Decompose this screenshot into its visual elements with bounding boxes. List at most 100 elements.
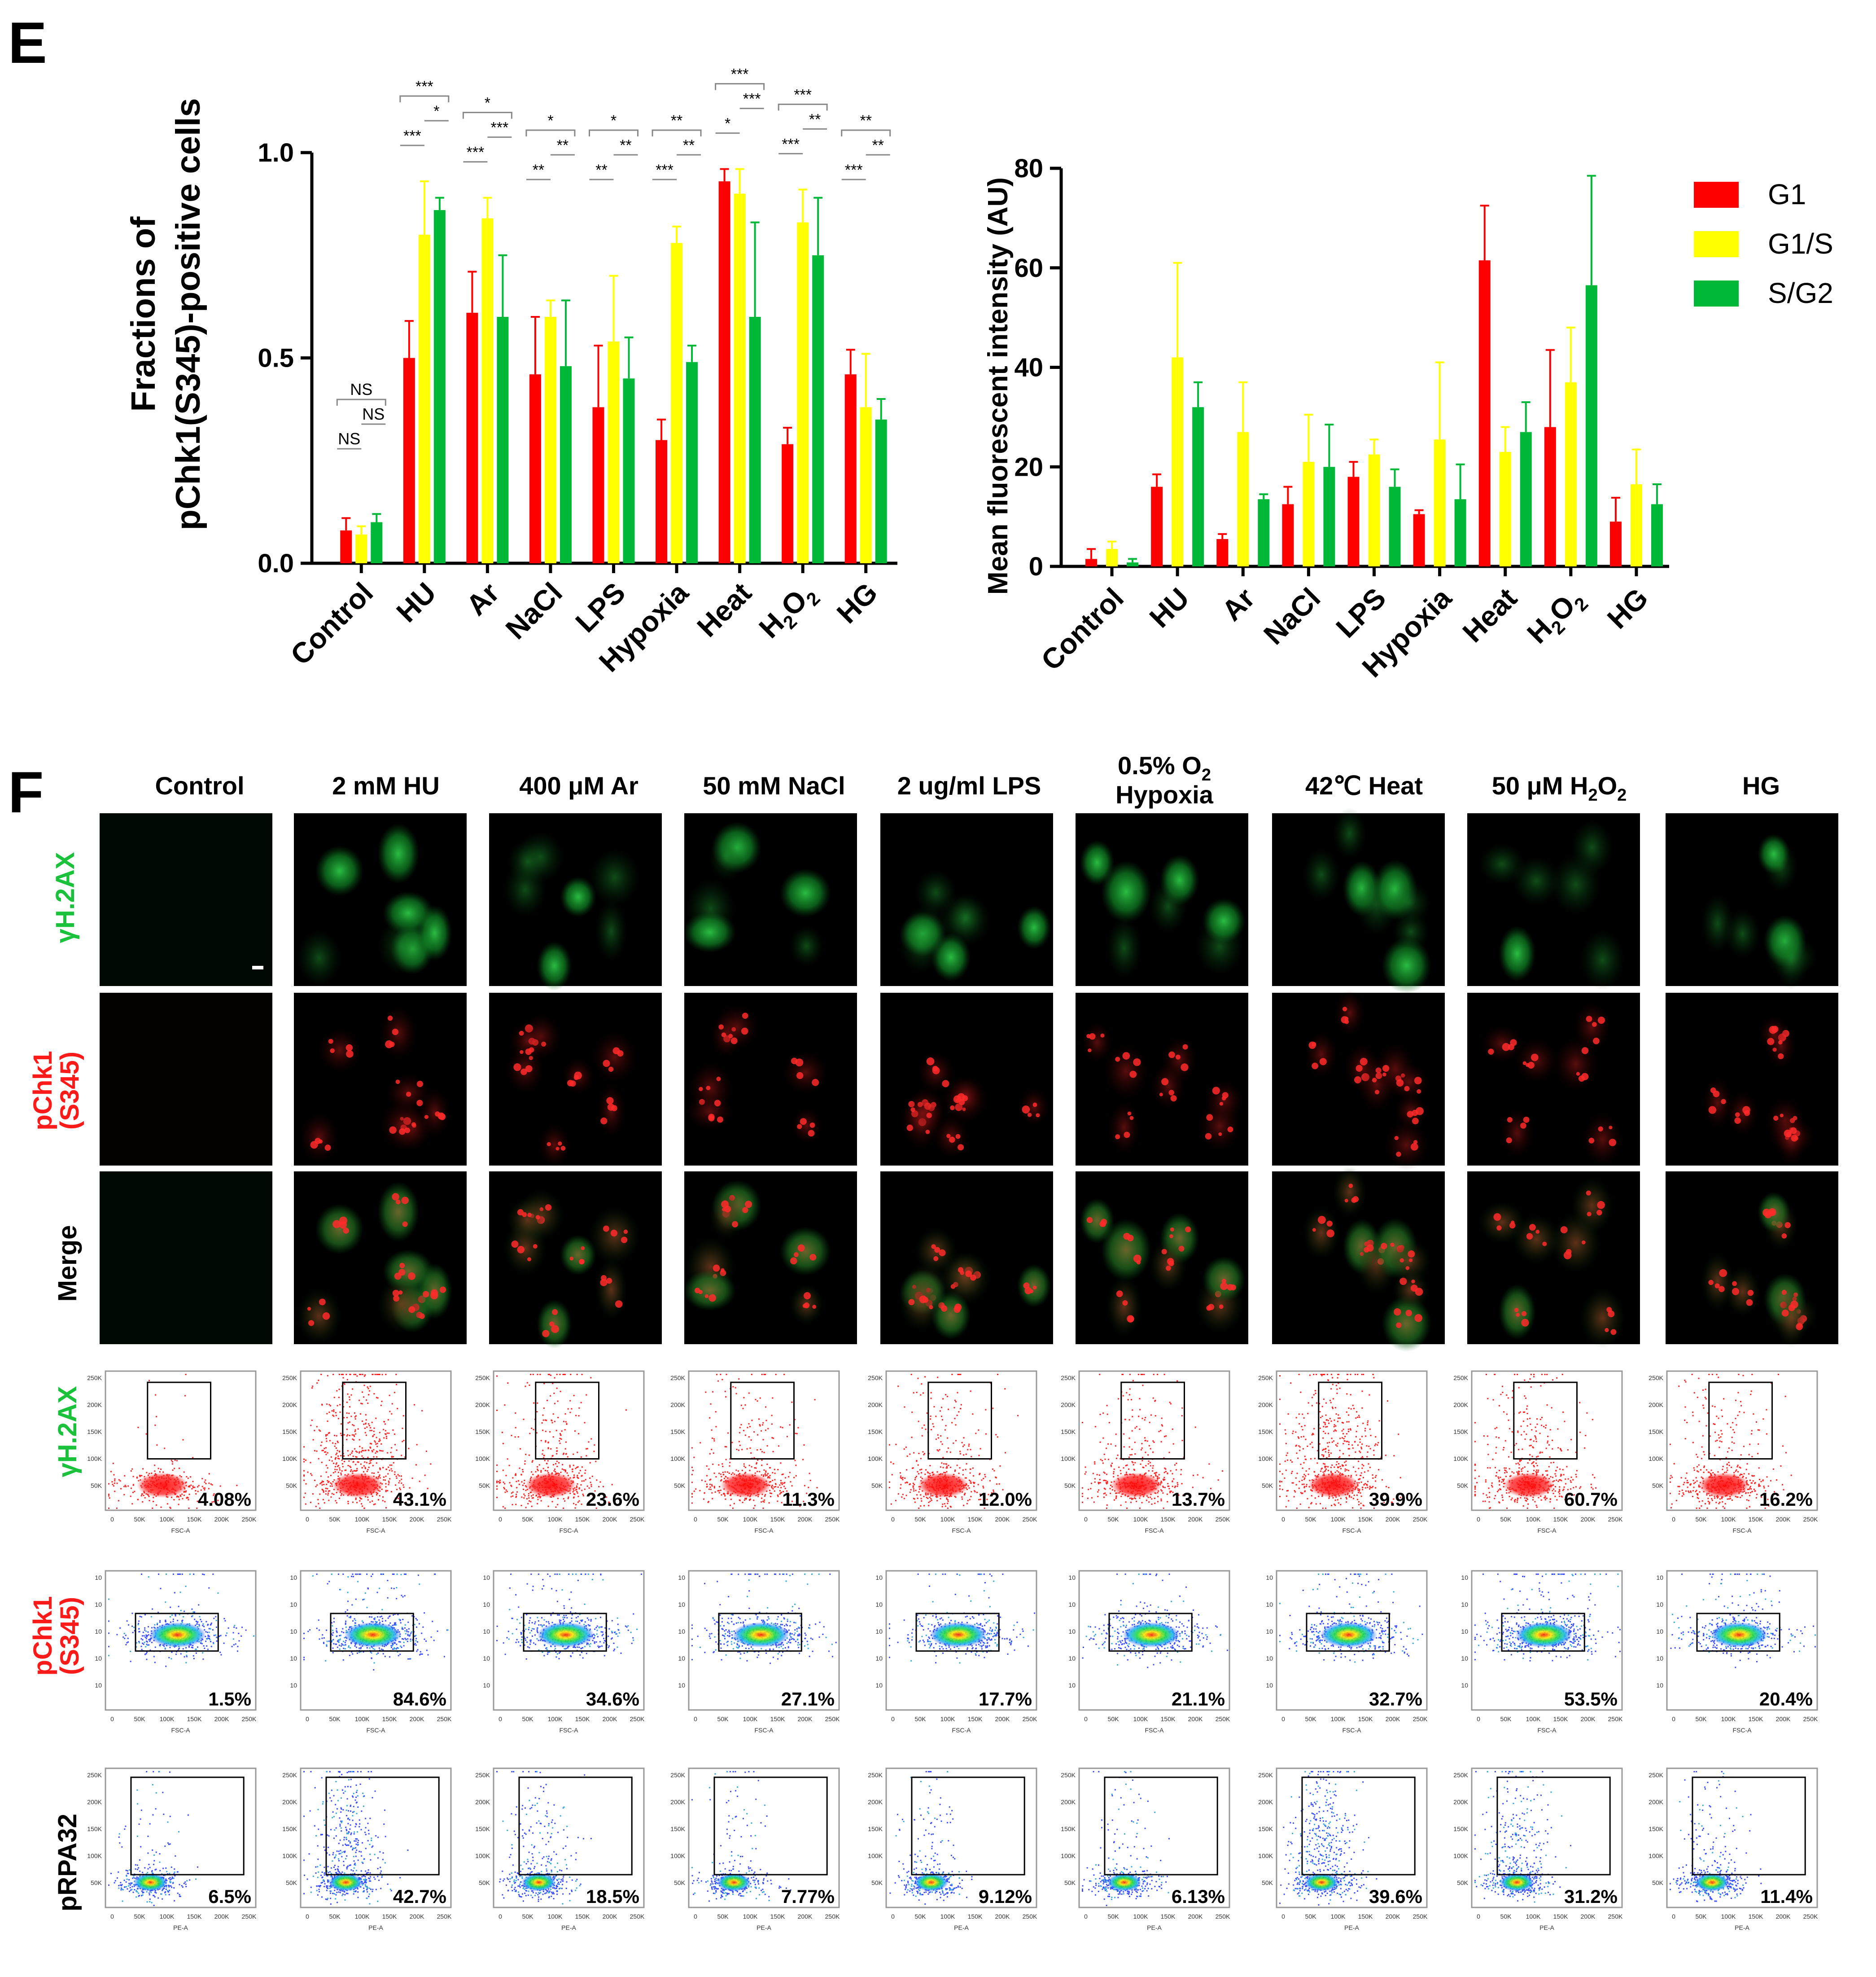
flow-event — [1176, 1486, 1178, 1487]
flow-event — [496, 1410, 498, 1411]
flow-event — [561, 1430, 563, 1432]
flow-event — [1113, 1473, 1114, 1474]
flow-xlabel: FSC-A — [1342, 1527, 1362, 1534]
flow-event — [395, 1374, 397, 1375]
flow-xtick: 0 — [499, 1516, 502, 1523]
flow-event — [773, 1451, 774, 1452]
flow-event — [1141, 1502, 1143, 1504]
flow-event — [383, 1421, 385, 1422]
flow-event — [1321, 1454, 1323, 1455]
micro-focus-red — [1326, 1229, 1334, 1237]
flow-event — [328, 1500, 329, 1501]
flow-event — [974, 1490, 975, 1491]
flow-event — [332, 1415, 333, 1416]
flow-event — [1292, 1482, 1293, 1484]
micro-focus-red — [1088, 1048, 1091, 1052]
flow-event — [572, 1469, 573, 1470]
micro-focus-red — [927, 1057, 935, 1065]
flow-event — [1322, 1508, 1324, 1509]
flow-event — [349, 1421, 350, 1423]
flow-event — [1170, 1470, 1172, 1472]
flow-event — [325, 1488, 327, 1489]
flow-event — [580, 1470, 581, 1471]
micro-focus-red — [797, 1124, 802, 1129]
flow-event — [1082, 1496, 1083, 1497]
flow-event — [1527, 1413, 1528, 1414]
flow-event — [552, 1455, 554, 1456]
flow-event — [1485, 1481, 1487, 1482]
flow-event — [342, 1463, 343, 1464]
flow-event — [1348, 1429, 1349, 1430]
flow-event — [695, 1488, 696, 1490]
flow-event — [1315, 1497, 1316, 1499]
flow-event — [414, 1404, 415, 1406]
flow-event — [738, 1450, 739, 1451]
flow-event — [1344, 1436, 1346, 1437]
flow-event — [1150, 1462, 1151, 1463]
flow-event — [904, 1477, 905, 1479]
flow-event — [1340, 1504, 1341, 1505]
flow-event — [576, 1491, 577, 1492]
micro-focus-red — [519, 1031, 524, 1036]
fcol-header-hypoxia-l1: 0.5% O2 — [1118, 751, 1211, 785]
flow-event — [1361, 1407, 1363, 1409]
flow-event — [1311, 1442, 1312, 1443]
flow-event — [1128, 1469, 1129, 1470]
flow-event — [1361, 1495, 1362, 1497]
flow-event — [704, 1481, 706, 1482]
flow-event — [186, 1497, 187, 1499]
flow-event — [1160, 1499, 1162, 1500]
flow-event — [531, 1495, 532, 1497]
flow-event — [1346, 1497, 1347, 1498]
micro-focus-red — [716, 1077, 721, 1081]
micro-focus-red — [1514, 1308, 1518, 1312]
flow-event — [709, 1479, 710, 1481]
flow-xtick: 100K — [940, 1516, 955, 1523]
flow-event — [1302, 1476, 1303, 1477]
flow-event — [385, 1507, 387, 1508]
flow-event — [537, 1496, 538, 1498]
flow-event — [310, 1473, 311, 1474]
flow-event — [355, 1451, 357, 1452]
flow-event — [158, 1468, 159, 1469]
flow-event — [1346, 1433, 1347, 1434]
flow-event — [1550, 1429, 1551, 1430]
flow-event — [1165, 1435, 1167, 1437]
flow-event — [1363, 1465, 1364, 1466]
flow-event — [353, 1455, 354, 1457]
flow-event — [346, 1417, 348, 1418]
flow-event — [568, 1408, 569, 1410]
flow-event — [1308, 1507, 1310, 1508]
flow-event — [927, 1498, 928, 1499]
flow-event — [1302, 1468, 1303, 1469]
flow-event — [1373, 1455, 1375, 1456]
micro-focus-red — [1748, 1290, 1754, 1296]
flow-event — [1533, 1374, 1535, 1375]
micro-focus-red — [1529, 1224, 1536, 1231]
flow-event — [734, 1503, 735, 1504]
flow-event — [385, 1476, 386, 1477]
flow-event — [713, 1440, 715, 1442]
micro-focus-red — [1411, 1143, 1418, 1151]
flow-cytometry-grid: 0 50K 100K 150K 200K 250K50K100K150K200K250KF… — [87, 1371, 1818, 1931]
flow-event — [382, 1467, 384, 1468]
flow-event — [1115, 1498, 1117, 1499]
flow-event — [1324, 1471, 1325, 1472]
flow-event — [780, 1426, 781, 1428]
flow-event — [320, 1482, 322, 1483]
flow-event — [393, 1456, 394, 1457]
flow-event — [722, 1472, 724, 1473]
flow-event — [319, 1429, 320, 1431]
flow-event — [339, 1498, 340, 1499]
flow-event — [581, 1456, 582, 1458]
flow-event — [762, 1422, 764, 1424]
flow-event — [1148, 1463, 1149, 1464]
flow-event — [1518, 1464, 1520, 1465]
chart1-sig-label: ** — [557, 137, 568, 154]
flow-event — [970, 1473, 971, 1474]
flow-event — [809, 1473, 810, 1474]
flow-event — [1348, 1442, 1350, 1443]
flow-event — [365, 1414, 367, 1416]
flow-event — [111, 1481, 113, 1482]
micro-focus-red — [1593, 1038, 1600, 1044]
